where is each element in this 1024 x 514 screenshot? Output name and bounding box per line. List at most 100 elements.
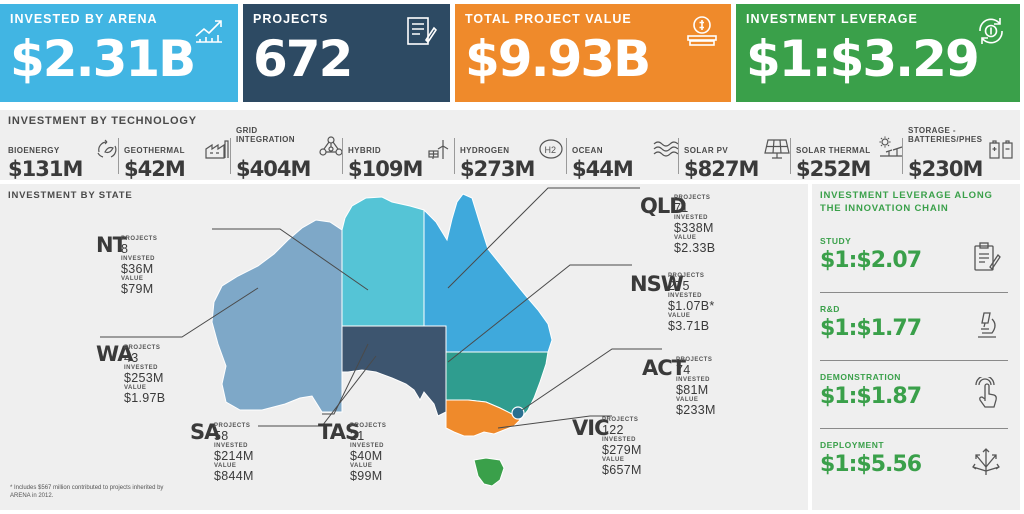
clipboard-icon (974, 242, 1001, 271)
value-label: VALUE (602, 457, 625, 463)
invested-label: INVESTED (350, 443, 385, 449)
sun-mirror-icon (879, 136, 903, 157)
leader-lines (100, 187, 662, 429)
leverage-label: DEPLOYMENT (820, 440, 885, 450)
technology-panel: INVESTMENT BY TECHNOLOGY BIOENERGY $131M… (0, 110, 1020, 181)
card-value: $2.31B (10, 30, 196, 88)
tech-item-hybrid: HYBRID $109M (348, 126, 454, 181)
state-panel: INVESTMENT BY STATE NT (0, 184, 808, 510)
divider (820, 428, 1008, 429)
tech-label: BIOENERGY (8, 146, 60, 155)
card-value: $1:$3.29 (746, 30, 980, 88)
projects-value: 58 (214, 429, 229, 443)
value-label: VALUE (121, 276, 144, 282)
tech-item-bioenergy: BIOENERGY $131M (8, 126, 118, 181)
recycle-leaf-icon (97, 139, 117, 158)
leverage-row-demonstration: DEMONSTRATION $1:$1.87 (820, 372, 1012, 438)
map-state-nt (341, 196, 425, 327)
leverage-panel: INVESTMENT LEVERAGE ALONG THE INNOVATION… (812, 184, 1020, 510)
card-label: INVESTED BY ARENA (10, 12, 158, 26)
map-state-tas (473, 457, 505, 487)
waves-icon (653, 141, 678, 157)
tech-item-solar-pv: SOLAR PV $827M (684, 126, 790, 181)
divider (790, 138, 791, 174)
tech-value: $273M (460, 157, 535, 181)
state-abbr: WA (96, 342, 133, 366)
invested-label: INVESTED (674, 215, 709, 221)
projects-value: 21 (350, 429, 365, 443)
projects-label: PROJECTS (350, 423, 387, 429)
leverage-value: $1:$1.77 (820, 316, 922, 341)
coin-stack-icon (687, 16, 717, 46)
value-label: VALUE (668, 313, 691, 319)
divider (342, 138, 343, 174)
leverage-row-deployment: DEPLOYMENT $1:$5.56 (820, 440, 1012, 506)
value-value: $2.33B (674, 241, 716, 255)
value-label: VALUE (674, 235, 697, 241)
tech-label: GEOTHERMAL (124, 146, 185, 155)
solar-wind-icon (428, 140, 449, 159)
document-pen-icon (407, 17, 438, 45)
network-nodes-icon (319, 136, 343, 156)
tech-value: $827M (684, 157, 759, 181)
projects-label: PROJECTS (602, 417, 639, 423)
state-abbr: VIC (572, 416, 609, 440)
state-abbr: SA (190, 420, 220, 444)
state-abbr: TAS (318, 420, 360, 444)
tech-label: SOLAR THERMAL (796, 146, 871, 155)
tech-value: $109M (348, 157, 423, 181)
tech-value: $131M (8, 157, 83, 181)
tech-value: $404M (236, 157, 311, 181)
divider (118, 138, 119, 174)
tech-item-geothermal: GEOTHERMAL $42M (124, 126, 230, 181)
leverage-value: $1:$5.56 (820, 452, 922, 477)
card-label: INVESTMENT LEVERAGE (746, 12, 918, 26)
invested-label: INVESTED (214, 443, 249, 449)
projects-label: PROJECTS (124, 345, 161, 351)
projects-label: PROJECTS (676, 357, 713, 363)
svg-text:H2: H2 (545, 145, 557, 155)
tech-item-ocean: OCEAN $44M (572, 126, 678, 181)
invested-label: INVESTED (121, 256, 156, 262)
tech-value: $252M (796, 157, 871, 181)
leverage-label: STUDY (820, 236, 852, 246)
tech-label: HYBRID (348, 146, 382, 155)
value-value: $79M (121, 282, 154, 296)
divider (454, 138, 455, 174)
invested-label: INVESTED (668, 293, 703, 299)
tech-value: $230M (908, 157, 983, 181)
map-state-sa (341, 325, 447, 417)
projects-label: PROJECTS (668, 273, 705, 279)
state-abbr: NSW (630, 272, 684, 296)
leverage-row-rnd: R&D $1:$1.77 (820, 304, 1012, 370)
card-invested-by-arena: INVESTED BY ARENA $2.31B (0, 4, 238, 102)
leverage-label: DEMONSTRATION (820, 372, 901, 382)
state-abbr: ACT (642, 356, 686, 380)
card-label: TOTAL PROJECT VALUE (465, 12, 632, 26)
value-value: $657M (602, 463, 642, 477)
value-value: $844M (214, 469, 254, 483)
tech-label: GRID INTEGRATION (236, 126, 295, 144)
card-investment-leverage: INVESTMENT LEVERAGE $1:$3.29 (736, 4, 1020, 102)
tech-label: OCEAN (572, 146, 603, 155)
divider (820, 292, 1008, 293)
factory-icon (205, 140, 229, 159)
tech-item-solar-thermal: SOLAR THERMAL $252M (796, 126, 903, 181)
leverage-title: INVESTMENT LEVERAGE ALONG THE INNOVATION… (820, 190, 993, 214)
projects-value: 122 (602, 423, 624, 437)
arrows-spread-icon (972, 448, 1000, 475)
projects-value: 8 (121, 242, 129, 256)
tech-item-grid-integration: GRID INTEGRATION $404M (236, 126, 343, 181)
projects-label: PROJECTS (674, 195, 711, 201)
dollar-cycle-icon (979, 18, 1003, 44)
footnote: * Includes $567 million contributed to p… (10, 485, 164, 499)
value-label: VALUE (124, 385, 147, 391)
leverage-label: R&D (820, 304, 840, 314)
card-value: 672 (253, 30, 353, 88)
value-label: VALUE (676, 397, 699, 403)
technology-title: INVESTMENT BY TECHNOLOGY (8, 115, 197, 127)
invested-value: $1.07B* (668, 299, 715, 313)
tech-label: HYDROGEN (460, 146, 510, 155)
divider (230, 138, 231, 174)
tech-value: $44M (572, 157, 634, 181)
